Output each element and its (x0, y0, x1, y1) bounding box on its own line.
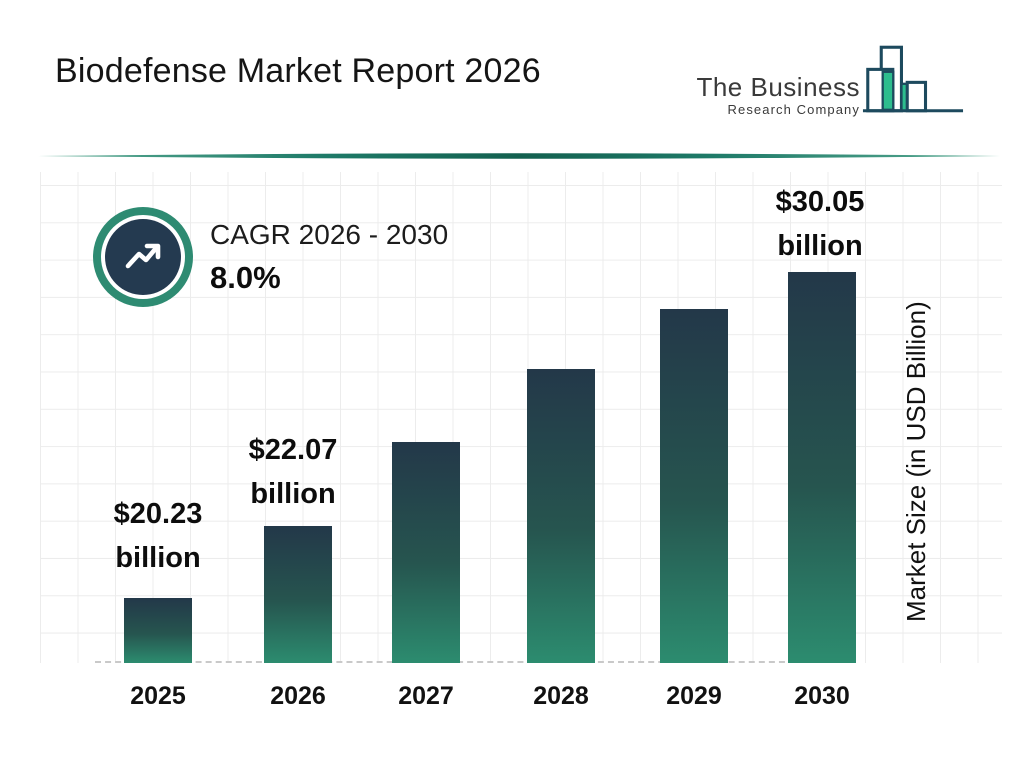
cagr-value: 8.0% (210, 260, 281, 295)
page-title: Biodefense Market Report 2026 (55, 52, 541, 90)
logo-company-name: The Business (696, 71, 860, 102)
x-tick-2026: 2026 (270, 682, 326, 710)
cagr-annotation: CAGR 2026 - 2030 8.0% (210, 219, 448, 296)
x-tick-2027: 2027 (398, 682, 454, 710)
logo-text: The Business Research Company (696, 71, 860, 118)
value-label-2026: $22.07 billion (173, 428, 413, 516)
cagr-badge (93, 207, 193, 307)
bar-2025 (124, 598, 192, 663)
bar-2029 (660, 309, 728, 663)
x-tick-2028: 2028 (533, 682, 589, 710)
cagr-badge-ring (101, 215, 185, 299)
value-unit-2026: billion (250, 478, 336, 510)
x-tick-2025: 2025 (130, 682, 186, 710)
y-axis-title: Market Size (in USD Billion) (901, 301, 931, 623)
value-amount-2025: $20.23 (113, 498, 203, 530)
value-amount-2030: $30.05 (775, 186, 865, 218)
bar-2027 (392, 442, 460, 663)
x-tick-2030: 2030 (794, 682, 850, 710)
x-tick-2029: 2029 (666, 682, 722, 710)
value-label-2025: $20.23 billion (38, 492, 278, 580)
header-divider-line (38, 153, 1000, 159)
value-amount-2026: $22.07 (248, 434, 338, 466)
bar-2030 (788, 272, 856, 663)
bar-2028 (527, 369, 595, 663)
cagr-badge-disc (105, 219, 181, 295)
company-logo: The Business Research Company (696, 40, 964, 118)
logo-tagline: Research Company (727, 102, 860, 117)
value-unit-2025: billion (115, 542, 201, 574)
trend-up-icon (125, 243, 161, 269)
bar-2026 (264, 526, 332, 663)
value-unit-2030: billion (777, 230, 863, 262)
cagr-period-label: CAGR 2026 - 2030 (210, 219, 449, 250)
logo-skyline-icon (862, 45, 964, 113)
value-label-2030: $30.05 billion (700, 180, 940, 268)
